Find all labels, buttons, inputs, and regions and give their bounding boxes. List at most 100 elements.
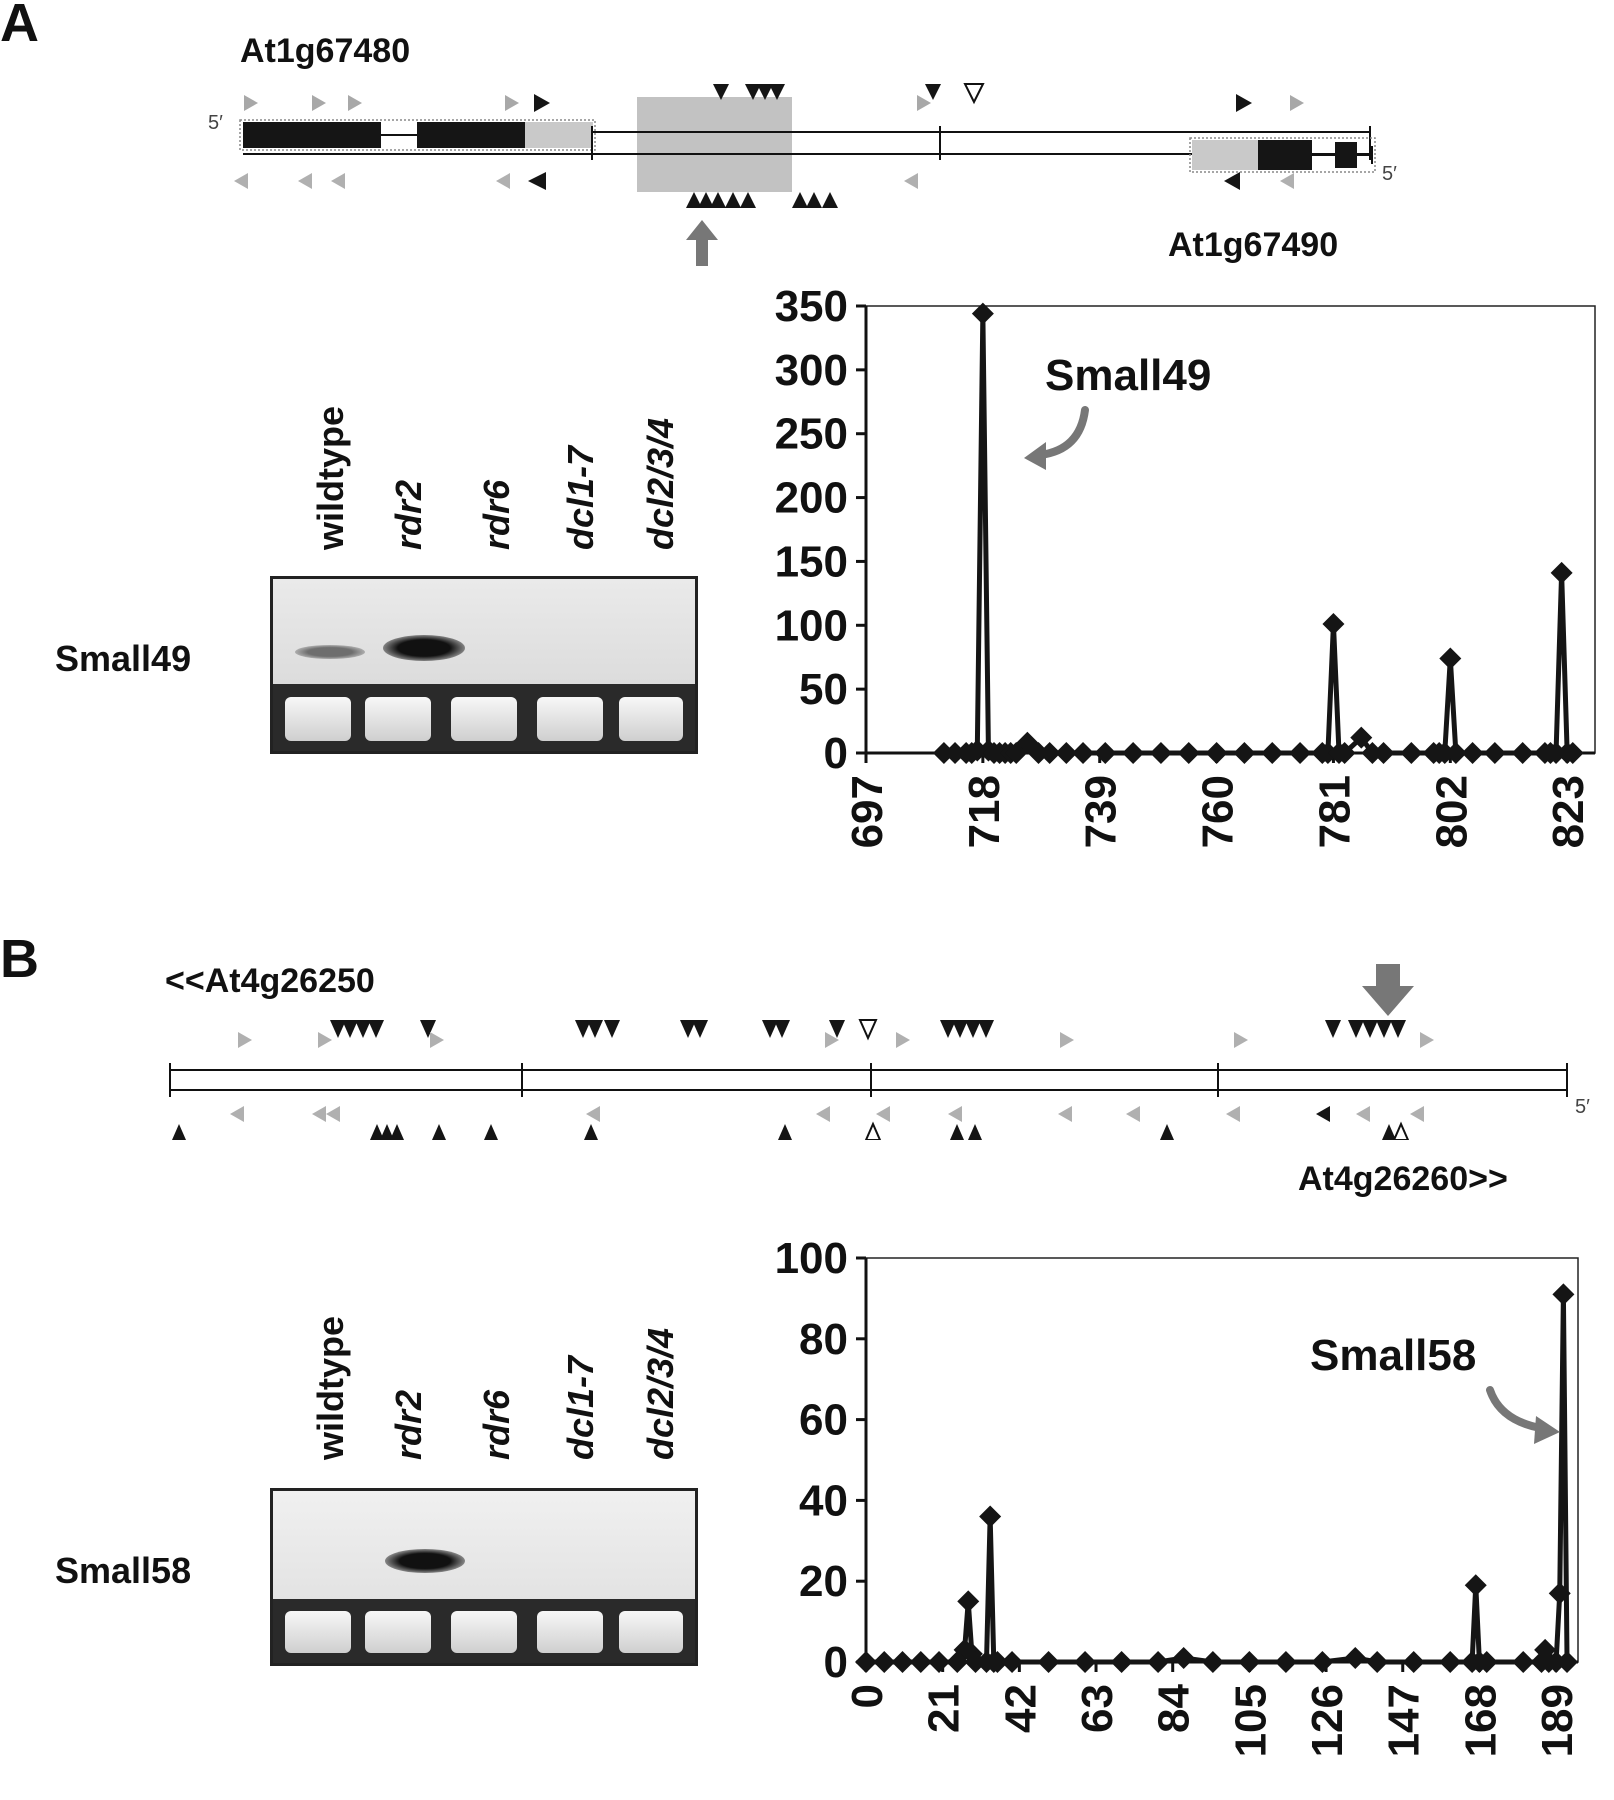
prime-label-right-b: 5′	[1575, 1096, 1590, 1118]
northern-blot-a	[270, 576, 698, 754]
chart-a-point-27	[1322, 613, 1345, 636]
chart-b-point-31	[1475, 1651, 1498, 1673]
gene-box-outline-1	[239, 119, 596, 151]
chart-a-annotation-arrow-head	[1024, 442, 1046, 470]
marker-row-bottom-b-dark	[172, 1106, 1396, 1140]
chart-a-point-30	[1350, 726, 1373, 749]
chart-a-point-32	[1372, 742, 1395, 764]
chart-b-point-32	[1512, 1651, 1535, 1673]
chart-b-point-21	[1238, 1651, 1261, 1673]
chart-b-ytick-label-3: 60	[799, 1396, 848, 1445]
chart-b-annotation-arrow-shaft	[1486, 1386, 1544, 1432]
chart-b-point-14	[1001, 1651, 1024, 1673]
marker-row-top-a-dark	[534, 84, 1252, 112]
probe-label-small58: Small58	[55, 1550, 192, 1591]
chart-a-point-37	[1439, 647, 1462, 670]
chart-a-xtick-label-3: 760	[1194, 775, 1243, 848]
chart-a-point-4	[966, 739, 989, 762]
rrna-band-5-b	[619, 1611, 683, 1653]
chart-a-point-0	[932, 742, 955, 764]
chart-b-xtick-label-2: 42	[996, 1684, 1045, 1733]
chart-b-point-27	[1439, 1651, 1462, 1673]
chart-a-point-17	[1094, 742, 1117, 764]
chart-a-point-21	[1205, 742, 1228, 764]
chart-a: 0 50 100 150 200 250 300 350 697 718 739 760 781 802 8…	[775, 282, 1596, 848]
exon-1	[243, 122, 381, 148]
chart-a-point-5	[971, 302, 994, 325]
chart-b-xtick-label-4: 84	[1150, 1683, 1199, 1732]
chart-a-point-33	[1400, 742, 1423, 764]
chart-a-xtick-label-5: 802	[1427, 775, 1476, 848]
rrna-band-4-b	[537, 1611, 603, 1653]
prime-label-left-a: 5′	[208, 112, 223, 134]
exon-4	[1335, 142, 1357, 168]
chart-a-xtick-label-2: 739	[1077, 775, 1126, 848]
chart-b-xtick-label-5: 105	[1226, 1684, 1275, 1757]
chart-a-point-31	[1361, 742, 1384, 764]
chart-a-xtick-label-4: 781	[1310, 775, 1359, 848]
chart-a-plot-frame	[865, 305, 1596, 754]
marker-row-bottom-b-open	[864, 1121, 1410, 1140]
chart-a-point-47	[1561, 742, 1584, 764]
chart-a-point-16	[1072, 742, 1095, 764]
prime-label-right-a: 5′	[1382, 163, 1397, 185]
rrna-band-5-a	[619, 697, 683, 741]
highlight-region	[637, 97, 792, 192]
rrna-band-3-b	[451, 1611, 517, 1653]
chart-a-ytick-label-4: 200	[775, 474, 848, 523]
chart-b-point-1	[873, 1651, 896, 1673]
chart-a-point-11	[1005, 742, 1028, 764]
blot-signal-area-b	[273, 1491, 695, 1599]
chart-b-ytick-label-2: 40	[799, 1476, 848, 1525]
chart-b-point-0	[855, 1651, 877, 1673]
chart-b-point-18	[1147, 1651, 1170, 1673]
chart-a-point-38	[1444, 742, 1467, 764]
chart-b-xtick-label-6: 126	[1303, 1684, 1352, 1757]
chart-a-point-45	[1550, 561, 1573, 584]
marker-row-bottom-a	[234, 173, 1294, 189]
chart-b-xtick-label-9: 189	[1533, 1684, 1582, 1757]
chart-a-xtick-label-1: 718	[960, 775, 1009, 848]
chart-a-ytick-label-1: 50	[799, 665, 848, 714]
chart-b-point-4	[928, 1651, 951, 1673]
chart-a-point-29	[1333, 742, 1356, 764]
chart-a-point-15	[1055, 742, 1078, 764]
chart-b-point-11	[979, 1505, 1002, 1528]
chart-b-xtick-label-1: 21	[920, 1684, 969, 1733]
chart-b-xtick-label-0: 0	[843, 1684, 892, 1708]
chart-b-annotation-label: Small58	[1310, 1331, 1476, 1380]
panel-b: B <<At4g26250	[0, 920, 1614, 1800]
gene-label-at4g26260: At4g26260>>	[1298, 1160, 1508, 1198]
chart-a-ytick-label-0: 0	[824, 729, 848, 778]
northern-blot-b	[270, 1488, 698, 1666]
exon-2	[417, 122, 525, 148]
probe-label-small49: Small49	[55, 638, 192, 679]
marker-row-top-a	[244, 95, 1304, 111]
band-rdr2-b	[385, 1549, 465, 1573]
gene-diagram-b	[169, 964, 1568, 1140]
chart-b-point-2	[891, 1651, 914, 1673]
gene-label-at1g67490: At1g67490	[1168, 226, 1339, 264]
chart-a-point-13	[1027, 742, 1050, 764]
utr-2	[1192, 140, 1258, 170]
gene-label-at4g26250: <<At4g26250	[165, 962, 375, 1000]
rrna-band-4-a	[537, 697, 603, 741]
rrna-band-2-b	[365, 1611, 431, 1653]
chart-b-ytick-label-4: 80	[799, 1315, 848, 1364]
chart-a-xtick-label-0: 697	[843, 775, 892, 848]
chart-a-point-26	[1316, 742, 1339, 764]
chart-b-point-25	[1366, 1651, 1389, 1673]
chart-b-xtick-label-8: 168	[1456, 1684, 1505, 1757]
chart-a-point-24	[1289, 742, 1312, 764]
chart-b-point-23	[1311, 1651, 1334, 1673]
chart-a-point-18	[1122, 742, 1145, 764]
marker-row-top-b-dark	[330, 1020, 1406, 1038]
chart-b-annotation-arrow-head	[1534, 1416, 1560, 1444]
arrow-up-a	[686, 220, 718, 266]
chart-a-ytick-label-5: 250	[775, 410, 848, 459]
gene-box-outline-2	[1189, 137, 1376, 173]
chart-a-point-20	[1177, 742, 1200, 764]
marker-row-top-b-gray	[238, 1032, 1434, 1048]
chart-b-ytick-label-0: 0	[824, 1638, 848, 1687]
chart-b-xtick-label-3: 63	[1073, 1684, 1122, 1733]
